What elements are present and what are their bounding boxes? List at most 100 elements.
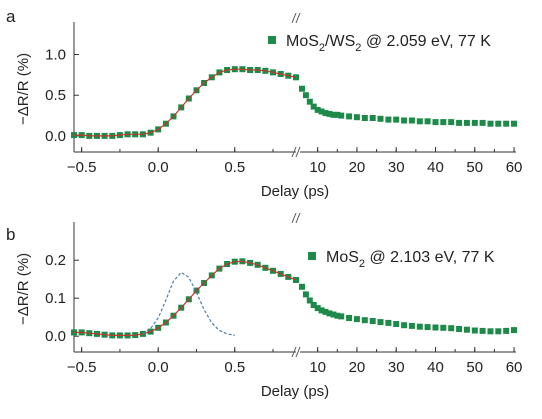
- x-tick-label: 30: [388, 159, 405, 176]
- legend-text-part: 2: [355, 42, 361, 54]
- data-point: [377, 319, 384, 326]
- data-point: [302, 92, 309, 99]
- legend-text-part: 2: [319, 42, 325, 54]
- x-tick-label: 10: [309, 359, 326, 376]
- x-tick-label: 0.0: [148, 359, 169, 376]
- data-point: [471, 327, 478, 334]
- data-point: [416, 323, 423, 330]
- data-series-short: [71, 258, 299, 339]
- data-point: [310, 103, 317, 110]
- data-point: [306, 98, 313, 105]
- instrument-response-curve: [142, 271, 235, 336]
- x-tick-label: 50: [466, 159, 483, 176]
- legend-text-part: /WS: [325, 33, 355, 50]
- data-point: [385, 116, 392, 123]
- axis-break-mark: [295, 12, 301, 24]
- data-point: [346, 315, 353, 321]
- data-point: [424, 324, 431, 331]
- data-point: [487, 328, 494, 335]
- data-point: [503, 120, 510, 127]
- x-tick-label: 10: [309, 159, 326, 176]
- x-tick-label: 30: [388, 359, 405, 376]
- data-series-long: [299, 85, 517, 127]
- y-axis-title: −ΔR/R (%): [15, 253, 32, 325]
- x-tick-label: 0.5: [224, 159, 245, 176]
- data-point: [448, 325, 455, 332]
- data-point: [479, 119, 486, 126]
- fit-curve: [74, 68, 297, 137]
- y-tick-label: 1.0: [45, 47, 66, 64]
- x-tick-label: 0.5: [224, 359, 245, 376]
- data-point: [479, 327, 486, 334]
- data-point: [511, 120, 517, 127]
- axis-break-mark: [295, 146, 301, 158]
- data-point: [432, 324, 439, 331]
- axis-break-mark: [291, 346, 297, 358]
- y-tick-label: 0.0: [45, 128, 66, 145]
- data-point: [302, 291, 309, 298]
- legend-text: MoS2/WS2 @ 2.059 eV, 77 K: [286, 33, 491, 54]
- data-point: [456, 326, 463, 332]
- legend-text-part: 2: [359, 258, 365, 270]
- data-point: [463, 119, 470, 126]
- axis-break-mark: [295, 346, 301, 358]
- data-point: [377, 115, 384, 122]
- x-tick-label: 60: [506, 359, 523, 376]
- data-point: [318, 108, 325, 115]
- x-tick-label: 0.0: [148, 159, 169, 176]
- data-point: [326, 110, 333, 117]
- data-point: [318, 307, 325, 314]
- y-tick-label: 0.2: [45, 252, 66, 269]
- y-tick-label: 0.0: [45, 328, 66, 345]
- data-point: [511, 327, 517, 334]
- x-axis-title: Delay (ps): [261, 383, 329, 400]
- data-point: [369, 318, 376, 324]
- x-axis-title: Delay (ps): [261, 183, 329, 200]
- data-point: [401, 322, 408, 329]
- data-point: [424, 118, 431, 125]
- data-point: [338, 313, 345, 320]
- data-point: [440, 324, 447, 331]
- legend-marker: [268, 36, 276, 44]
- data-point: [310, 302, 317, 308]
- data-point: [338, 112, 345, 119]
- data-point: [495, 328, 502, 335]
- legend-text-part: MoS: [286, 33, 319, 50]
- panel-label: b: [6, 225, 15, 244]
- data-point: [432, 119, 439, 126]
- data-point: [361, 317, 368, 324]
- axis-break-mark: [291, 146, 297, 158]
- y-tick-label: 0.5: [45, 87, 66, 104]
- axis-break-mark: [291, 212, 297, 224]
- data-point: [330, 311, 337, 318]
- data-point: [495, 120, 502, 127]
- axis-break-mark: [291, 12, 297, 24]
- data-point: [401, 117, 408, 124]
- data-point: [299, 85, 305, 92]
- data-point: [487, 120, 494, 127]
- legend-text-part: @ 2.059 eV, 77 K: [361, 33, 491, 50]
- data-point: [369, 115, 376, 121]
- data-point: [334, 312, 341, 319]
- data-point: [408, 322, 415, 329]
- data-point: [448, 119, 455, 126]
- data-point: [353, 316, 360, 323]
- data-series-long: [299, 283, 517, 335]
- data-point: [361, 115, 368, 121]
- legend-text-part: MoS: [326, 249, 359, 266]
- data-point: [306, 297, 313, 304]
- data-point: [385, 319, 392, 326]
- data-point: [393, 116, 400, 123]
- data-point: [299, 283, 305, 290]
- x-tick-label: 20: [349, 359, 366, 376]
- legend-marker: [308, 252, 316, 260]
- panel-label: a: [6, 7, 16, 26]
- data-point: [314, 305, 321, 312]
- x-tick-label: 20: [349, 159, 366, 176]
- legend-text-part: @ 2.103 eV, 77 K: [365, 249, 495, 266]
- y-tick-label: 0.1: [45, 290, 66, 307]
- x-tick-label: 50: [466, 359, 483, 376]
- data-point: [322, 308, 329, 315]
- data-point: [322, 110, 329, 117]
- legend-text: MoS2 @ 2.103 eV, 77 K: [326, 249, 495, 270]
